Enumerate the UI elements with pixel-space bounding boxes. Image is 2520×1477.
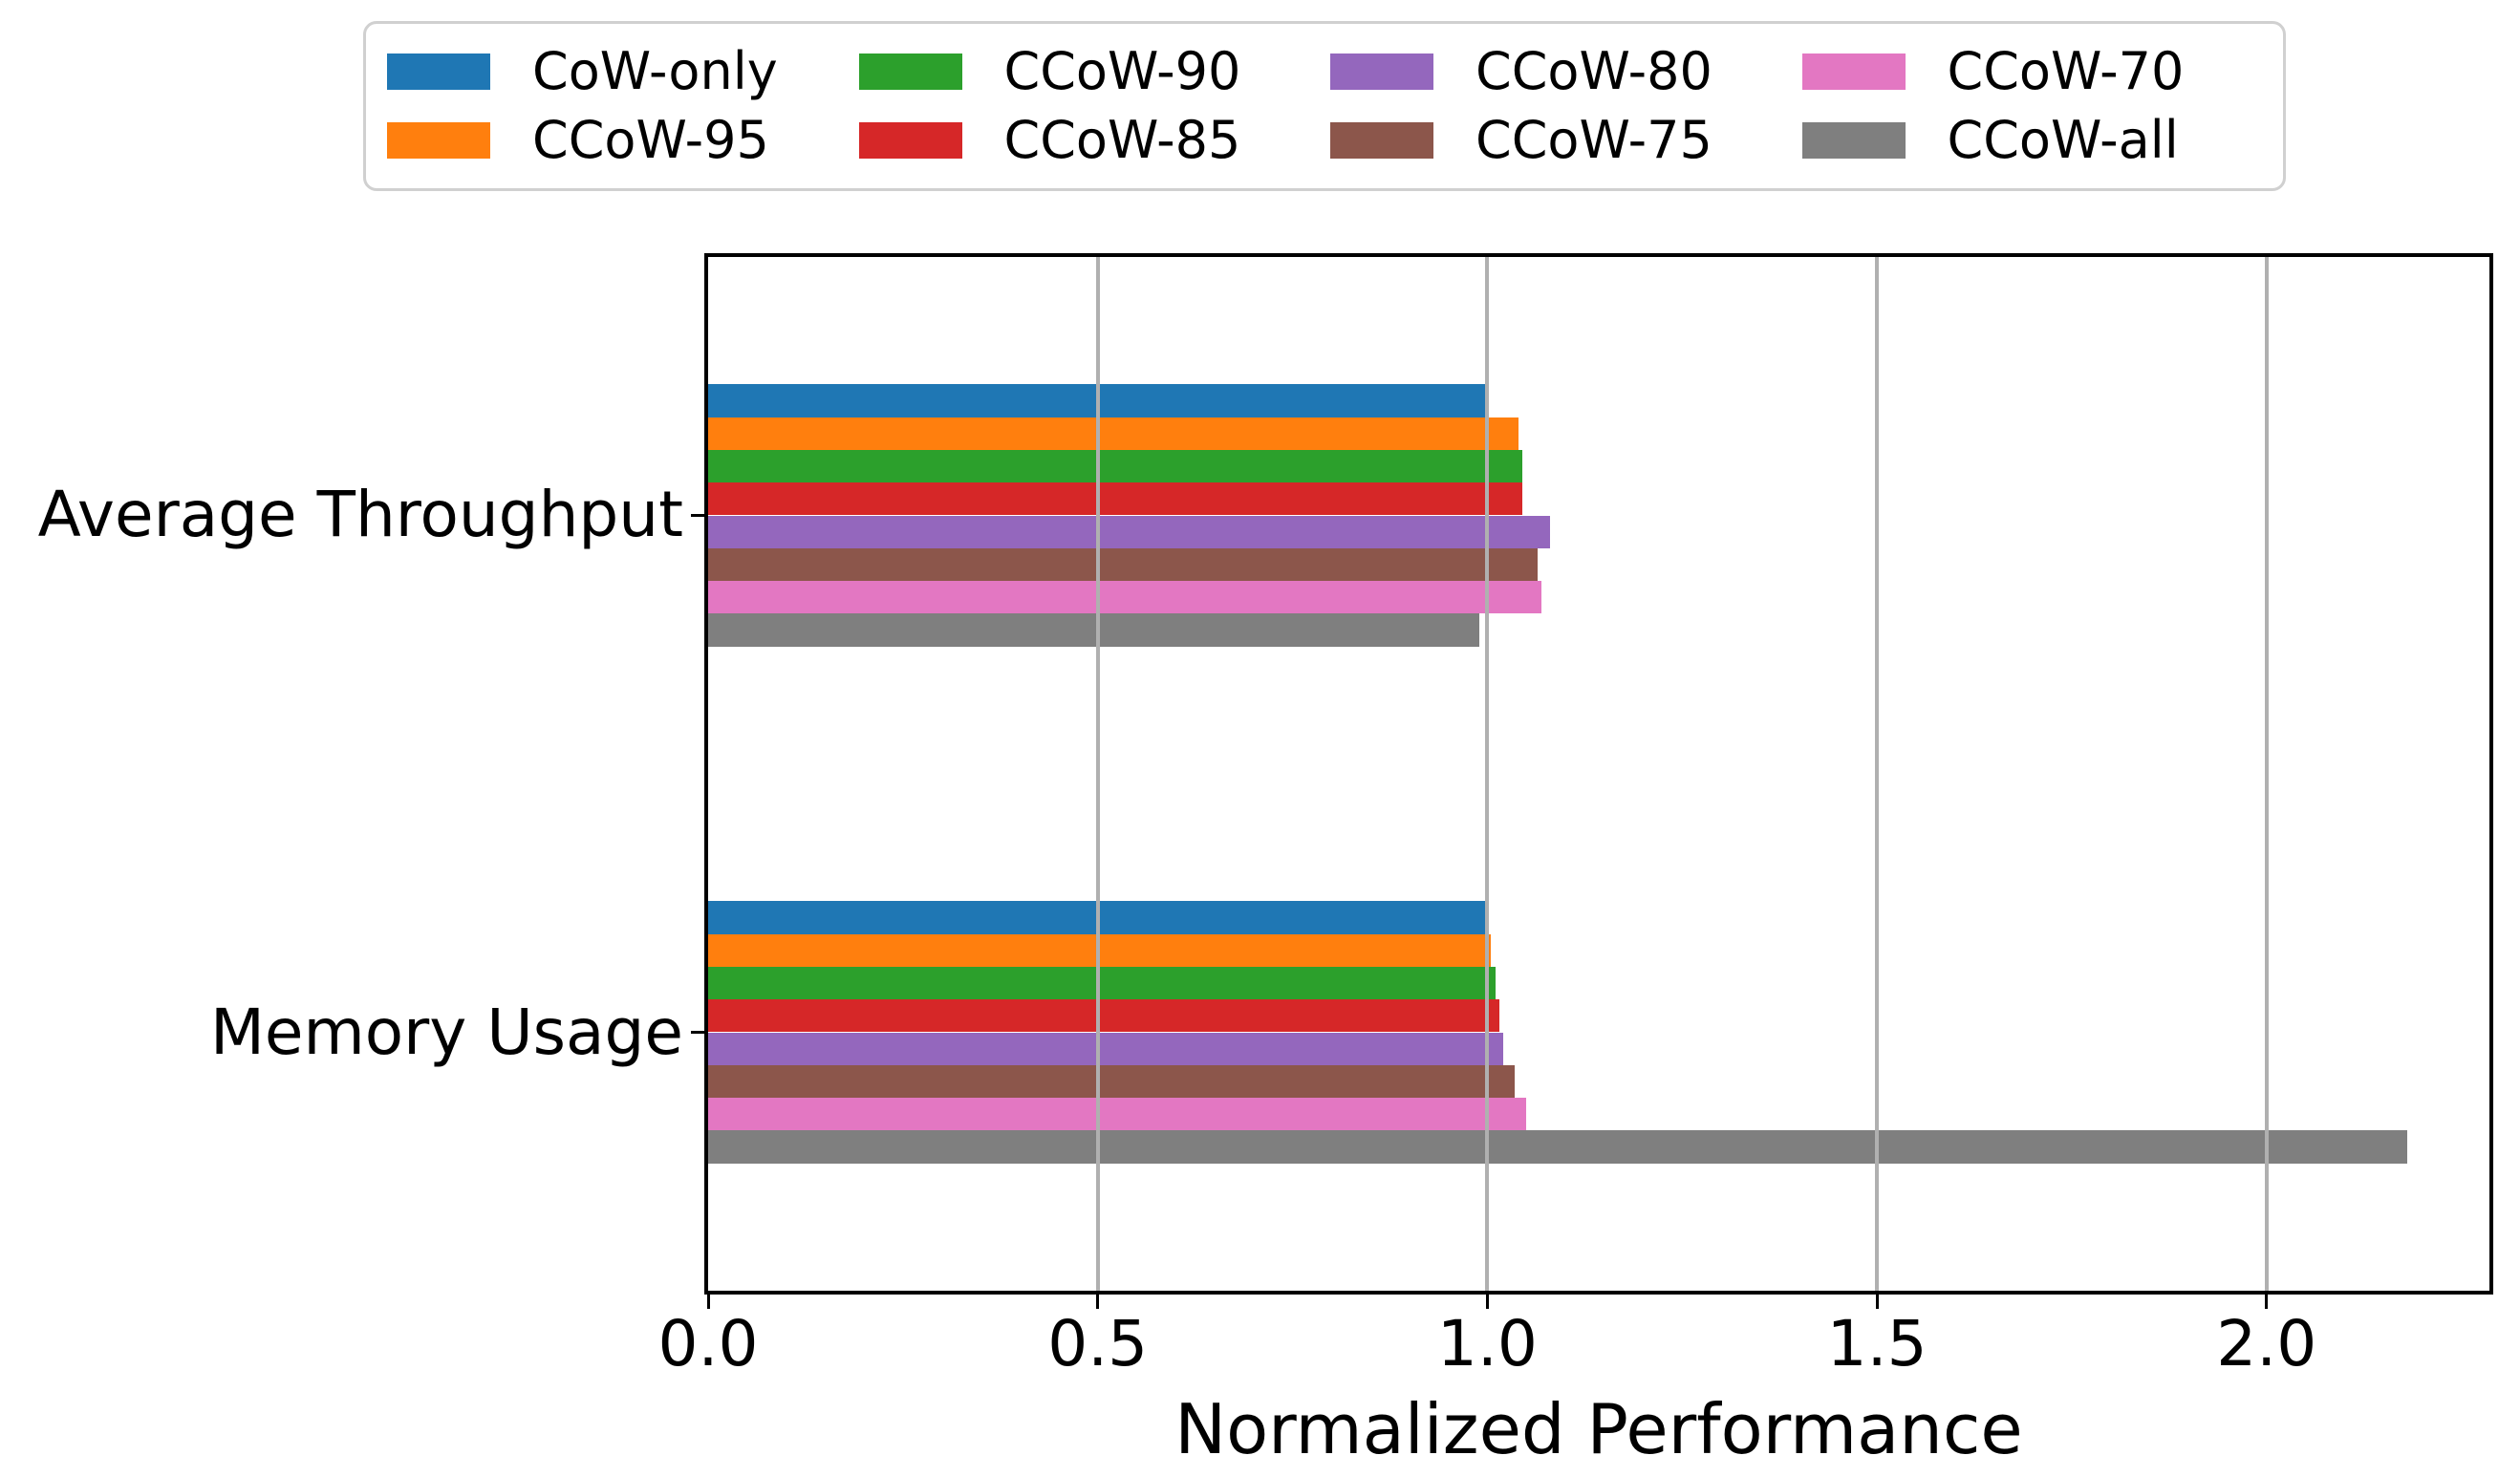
bar-ccow-75-average-throughput [708, 547, 1539, 582]
legend-item-ccow-all: CCoW-all [1801, 110, 2274, 170]
legend-label: CCoW-90 [1003, 41, 1241, 101]
legend-swatch [387, 122, 490, 159]
legend-item-ccow-80: CCoW-80 [1330, 46, 1802, 97]
x-tick-mark-2.0 [2265, 1295, 2269, 1309]
legend-label: CCoW-85 [1003, 110, 1241, 170]
legend-swatch [387, 54, 490, 90]
bar-ccow-all-memory-usage [708, 1130, 2407, 1164]
legend-swatch [1801, 122, 1906, 159]
legend-label: CCoW-all [1947, 110, 2179, 170]
y-tick-label-memory-usage: Memory Usage [209, 995, 683, 1069]
legend-item-ccow-75: CCoW-75 [1330, 115, 1802, 166]
gridline-2 [2264, 257, 2269, 1291]
legend-label: CCoW-75 [1475, 110, 1712, 170]
bar-ccow-95-memory-usage [708, 933, 1492, 967]
bar-ccow-90-average-throughput [708, 449, 1523, 483]
bar-ccow-75-memory-usage [708, 1064, 1515, 1099]
legend-label: CoW-only [532, 41, 778, 101]
legend-swatch [1801, 54, 1906, 90]
x-tick-label-0.5: 0.5 [1047, 1307, 1149, 1381]
bar-ccow-80-average-throughput [708, 515, 1550, 548]
x-tick-mark-1.0 [1485, 1295, 1489, 1309]
bar-ccow-90-memory-usage [708, 966, 1496, 1000]
y-tick-mark-average-throughput [691, 514, 704, 517]
x-tick-mark-0.0 [706, 1295, 710, 1309]
legend: CoW-only CCoW-95 CCoW-90 CCoW-85 CCoW-80… [363, 21, 2286, 191]
bar-ccow-all-average-throughput [708, 613, 1480, 647]
legend-swatch [858, 54, 962, 90]
legend-label: CCoW-95 [532, 110, 769, 170]
x-tick-label-1.5: 1.5 [1826, 1307, 1928, 1381]
bar-ccow-95-average-throughput [708, 417, 1518, 450]
x-tick-label-1.0: 1.0 [1436, 1307, 1538, 1381]
legend-label: CCoW-80 [1475, 41, 1712, 101]
plot-area [704, 253, 2493, 1295]
y-tick-label-average-throughput: Average Throughput [37, 478, 683, 551]
x-axis-label: Normalized Performance [1174, 1389, 2023, 1469]
x-tick-mark-1.5 [1875, 1295, 1879, 1309]
bar-ccow-85-memory-usage [708, 999, 1499, 1033]
legend-swatch [1330, 122, 1433, 159]
x-tick-label-0.0: 0.0 [657, 1307, 759, 1381]
legend-swatch [858, 122, 962, 159]
legend-item-ccow-85: CCoW-85 [858, 110, 1331, 170]
legend-item-ccow-70: CCoW-70 [1801, 41, 2274, 101]
legend-item-cow-only: CoW-only [387, 46, 859, 97]
bar-ccow-70-memory-usage [708, 1098, 1527, 1131]
legend-label: CCoW-70 [1947, 41, 2185, 101]
legend-swatch [1330, 54, 1433, 90]
y-tick-mark-memory-usage [691, 1031, 704, 1034]
x-tick-mark-0.5 [1096, 1295, 1100, 1309]
bar-ccow-70-average-throughput [708, 581, 1542, 614]
gridline-1.5 [1875, 257, 1880, 1291]
gridline-1 [1485, 257, 1490, 1291]
bar-ccow-85-average-throughput [708, 482, 1523, 516]
legend-item-ccow-90: CCoW-90 [858, 41, 1331, 101]
legend-item-ccow-95: CCoW-95 [387, 115, 859, 166]
gridline-0.5 [1095, 257, 1100, 1291]
x-tick-label-2.0: 2.0 [2216, 1307, 2317, 1381]
bar-ccow-80-memory-usage [708, 1032, 1503, 1065]
